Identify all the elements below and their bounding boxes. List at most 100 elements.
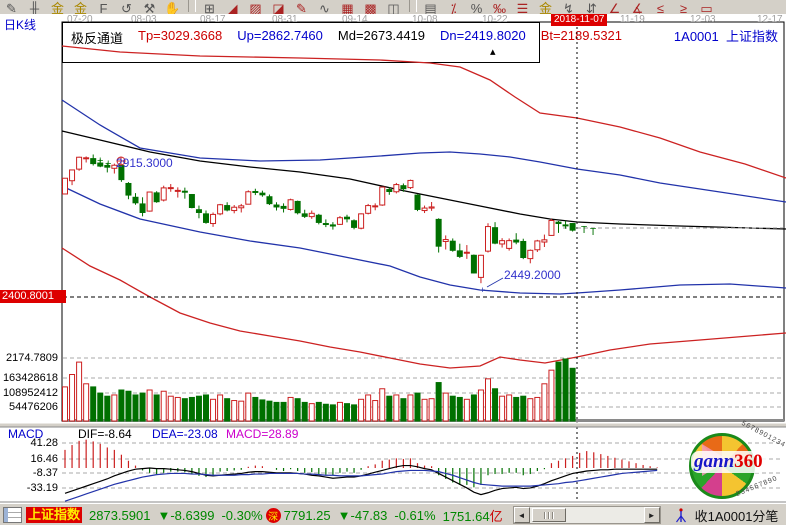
date-tick: 10-22 — [482, 14, 508, 25]
grid-red-1-icon[interactable]: ▦ — [341, 1, 354, 15]
symbol-label: 1A0001 上证指数 — [674, 26, 778, 45]
sz-index-icon[interactable]: 深 — [265, 507, 281, 523]
svg-text:+: + — [97, 155, 103, 167]
scroll-left-button[interactable]: ◄ — [513, 507, 530, 523]
draw-pen-icon[interactable]: ✎ — [6, 1, 17, 15]
grid-red-2-icon[interactable]: ▩ — [364, 1, 377, 15]
horizontal-scrollbar[interactable]: ◄ ► — [512, 506, 661, 524]
channel-field: Up=2862.7460 — [237, 28, 323, 43]
pattern-2-icon[interactable]: ◪ — [272, 1, 285, 15]
angle-1-icon[interactable]: ∠ — [608, 1, 621, 15]
date-tick: 07-20 — [67, 14, 93, 25]
frame-tool-icon[interactable]: ◫ — [387, 1, 400, 15]
chart-mode-label: 日K线 — [4, 18, 37, 32]
turnover-unit: 亿 — [489, 508, 503, 524]
feed-status-text: 收1A0001分笔 — [694, 508, 779, 524]
status-bar: 上证指数 2873.5901 ▼-8.6399 -0.30% 深 7791.25… — [0, 503, 786, 525]
macd-scale-label: 16.46 — [30, 453, 58, 465]
hammer-tool-icon[interactable]: ⚒ — [143, 1, 156, 15]
volume-top-price-label: 2174.7809 — [6, 352, 58, 364]
quote-list-icon[interactable]: ▤ — [424, 1, 437, 15]
symbol-code: 1A0001 — [673, 29, 719, 44]
toolbar: ✎ ╫ 金金 F ↺ ⚒ ✋ ⊞ ◢ ▨ ◪ ✎ ∿ ▦ ▩ ◫ ▤ ⁒% ‰ ☰ 金 ↯ ⇵ ∠ ∡ ≤ ≥ ▭ — [0, 0, 786, 15]
macd-panel-title: MACD — [8, 427, 44, 441]
trend-brush-icon[interactable]: ◢ — [227, 1, 238, 15]
window-split-icon[interactable]: ⊞ — [204, 1, 215, 15]
toolbar-separator — [188, 0, 196, 12]
svg-text:+: + — [105, 158, 111, 170]
toolbar-separator — [409, 0, 417, 12]
alert-price-label: 2400.8001 — [0, 290, 66, 303]
scroll-right-button[interactable]: ► — [643, 507, 660, 523]
greater-equal-icon[interactable]: ≥ — [679, 1, 688, 15]
wave-tool-icon[interactable]: ∿ — [319, 1, 330, 15]
volume-scale-label: 163428618 — [2, 372, 58, 384]
macd-scale-label: -33.19 — [26, 482, 58, 494]
swing-low-label: 2449.2000 — [504, 268, 561, 282]
sh-index-badge[interactable]: 上证指数 — [26, 507, 83, 523]
angle-2-icon[interactable]: ∡ — [631, 1, 644, 15]
date-tick: 10-08 — [412, 14, 438, 25]
updown-icon[interactable]: ⇵ — [586, 1, 597, 15]
levels-icon[interactable]: ☰ — [516, 1, 529, 15]
macd-scale-label: 41.28 — [30, 437, 58, 449]
flag-tool-icon[interactable]: F — [99, 1, 108, 15]
down-arrow-icon: ▼ — [337, 507, 351, 523]
down-arrow-icon: ▼ — [157, 507, 171, 523]
main-chart[interactable]: 日K线 2018-11-07 极反通道 Tp=3029.3668 Up=2862.… — [0, 14, 786, 503]
sh-index-change: -8.6399 — [170, 507, 215, 523]
turnover-amount: 1751.64 — [442, 508, 490, 524]
quote-table-icon[interactable] — [3, 507, 22, 523]
box-tool-icon[interactable]: ▭ — [700, 1, 713, 15]
channel-field: Tp=3029.3668 — [138, 28, 223, 43]
channel-field: Dn=2419.8020 — [440, 28, 526, 43]
data-feed-antenna-icon — [675, 508, 686, 523]
date-tick: 12-03 — [690, 14, 716, 25]
sz-index-value: 7791.25 — [283, 507, 331, 523]
svg-text:T: T — [590, 227, 596, 238]
date-tick: 09-14 — [342, 14, 368, 25]
svg-text:+: + — [480, 285, 485, 295]
macd-value-label: MACD=28.89 — [226, 427, 299, 441]
channel-field: Md=2673.4419 — [337, 28, 426, 43]
volume-scale-label: 108952412 — [2, 387, 58, 399]
macd-dif-label: DIF=-8.64 — [78, 427, 132, 441]
channel-info-box: 极反通道 Tp=3029.3668 Up=2862.7460 Md=2673.441… — [62, 22, 622, 63]
sh-index-value: 2873.5901 — [89, 507, 151, 523]
gann360-logo-circle — [689, 433, 755, 499]
kline-chart-canvas: + +T T+ — [0, 21, 786, 503]
less-equal-icon[interactable]: ≤ — [656, 1, 665, 15]
gold-tool-2-icon[interactable]: 金 — [73, 1, 87, 15]
date-tick: 08-31 — [272, 14, 298, 25]
draw-line-icon[interactable]: ✎ — [296, 1, 307, 15]
swing-high-label: 2915.3000 — [116, 156, 173, 170]
svg-text:T: T — [581, 225, 587, 236]
date-tick: 08-03 — [131, 14, 157, 25]
current-date-label: 2018-11-07 — [551, 14, 608, 26]
mouse-cursor: ▴ — [490, 46, 496, 58]
scrollbar-thumb[interactable] — [531, 508, 566, 522]
lightning-icon[interactable]: ↯ — [563, 1, 574, 15]
pattern-1-icon[interactable]: ▨ — [249, 1, 262, 15]
percent-icon[interactable]: % — [470, 1, 483, 15]
volume-scale-label: 54476206 — [9, 401, 58, 413]
sh-index-pct: -0.30% — [221, 507, 263, 523]
undo-icon[interactable]: ↺ — [121, 1, 132, 15]
sz-index-change: -47.83 — [350, 507, 388, 523]
macd-dea-label: DEA=-23.08 — [152, 427, 218, 441]
macd-scale-label: -8.37 — [32, 467, 58, 479]
date-tick: 12-17 — [757, 14, 783, 25]
gold-ratio-icon[interactable]: 金 — [538, 1, 552, 15]
percent-div-icon[interactable]: ⁒ — [450, 1, 457, 15]
permille-icon[interactable]: ‰ — [493, 1, 506, 15]
sz-index-pct: -0.61% — [394, 507, 436, 523]
date-tick: 11-19 — [620, 14, 645, 25]
date-tick: 08-17 — [200, 14, 226, 25]
grid-tool-icon[interactable]: ╫ — [29, 1, 40, 15]
gold-tool-1-icon[interactable]: 金 — [50, 1, 64, 15]
hand-tool-icon[interactable]: ✋ — [164, 1, 181, 15]
channel-field: Bt=2189.5321 — [540, 28, 623, 43]
channel-info-title: 极反通道 — [71, 31, 124, 46]
gann360-logo: 5678901234 gann360 234567890 — [683, 420, 786, 499]
